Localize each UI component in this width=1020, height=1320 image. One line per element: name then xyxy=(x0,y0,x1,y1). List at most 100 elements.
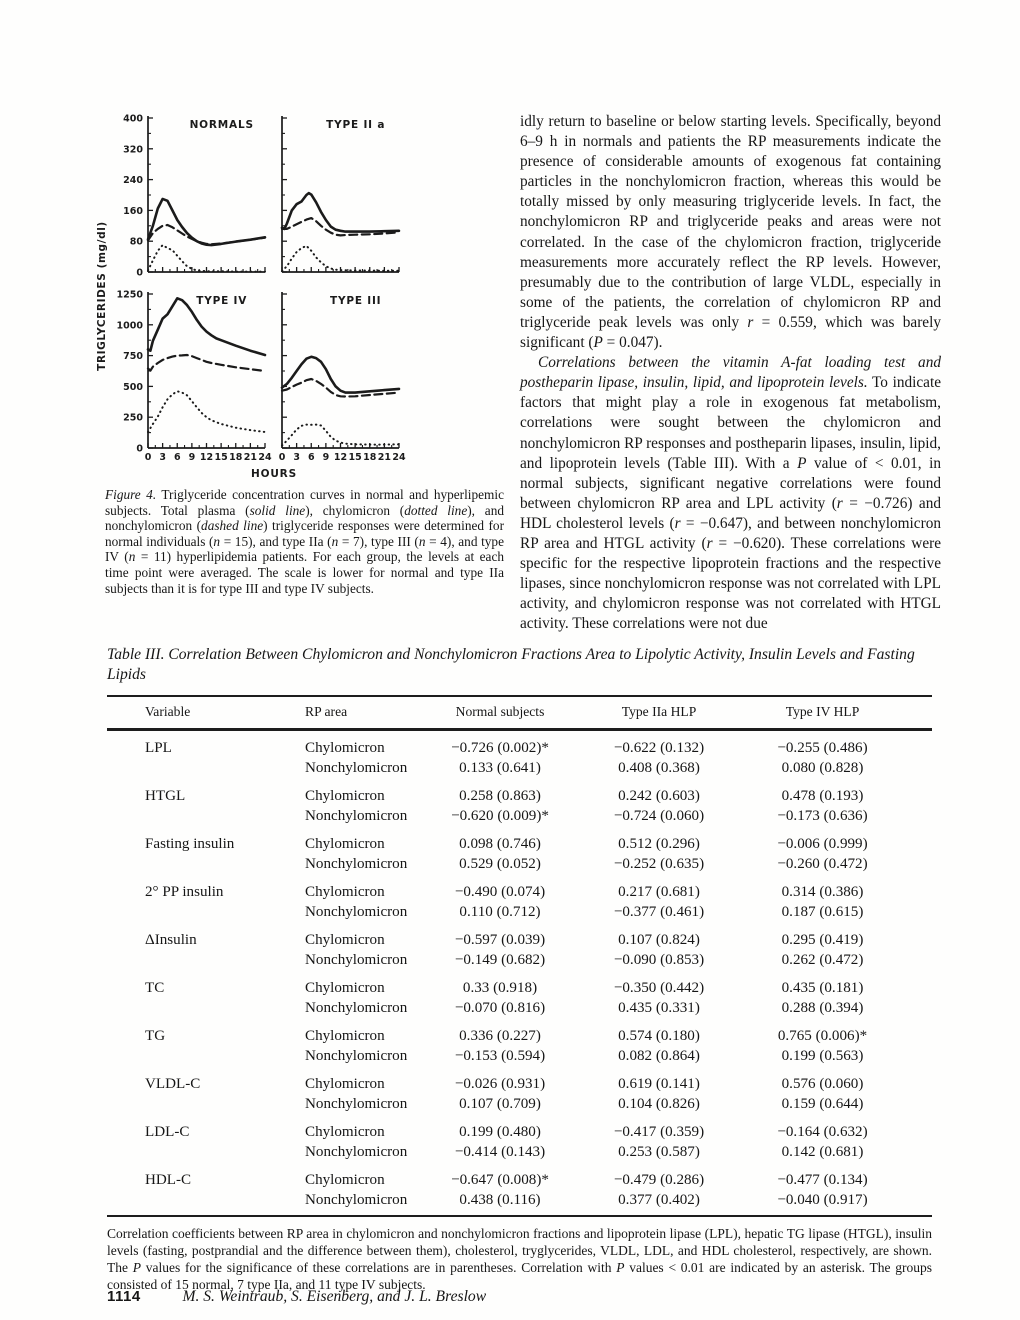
value-cell: 0.199 (0.563) xyxy=(781,1047,864,1064)
rp-area-cell: Nonchylomicron xyxy=(305,1095,408,1112)
svg-text:750: 750 xyxy=(123,351,143,362)
svg-text:80: 80 xyxy=(130,237,144,248)
value-cell: −0.149 (0.682) xyxy=(454,951,546,968)
table-row: HDL-C Chylomicron −0.647 (0.008)* −0.479 (0… xyxy=(107,1170,932,1190)
value-cell: −0.006 (0.999) xyxy=(777,835,868,852)
rp-area-cell: Chylomicron xyxy=(305,979,385,996)
text-segment: = 0.559, which was barely significant ( xyxy=(520,313,941,352)
series-total-plasma-line xyxy=(280,355,401,394)
text-segment: r xyxy=(836,494,843,512)
body-paragraph-1: idly return to baseline or below startin… xyxy=(520,112,941,353)
series-nonchylomicron-line xyxy=(280,377,401,398)
chart-panel-type-ii-a xyxy=(280,191,401,273)
body-text-column: idly return to baseline or below startin… xyxy=(520,112,941,634)
text-segment: = −0.647), and between nonchylomicron RP… xyxy=(520,514,941,552)
value-cell: −0.153 (0.594) xyxy=(454,1047,546,1064)
svg-text:0: 0 xyxy=(136,268,143,279)
text-segment: = 15), and type IIa ( xyxy=(220,533,332,549)
text-segment: solid line xyxy=(249,502,306,518)
table-header-normal-subjects: Normal subjects xyxy=(455,704,545,719)
table-row: Nonchylomicron −0.620 (0.009)* −0.724 (0.0… xyxy=(107,806,932,826)
value-cell: 0.408 (0.368) xyxy=(618,759,700,776)
variable-cell: TC xyxy=(145,979,165,996)
value-cell: −0.620 (0.009)* xyxy=(451,807,549,824)
rp-area-cell: Nonchylomicron xyxy=(305,951,408,968)
chart-panel-type-iv xyxy=(146,297,267,433)
svg-text:12: 12 xyxy=(334,452,347,463)
series-total-plasma-line xyxy=(146,197,267,247)
svg-text:TYPE IV: TYPE IV xyxy=(196,295,247,307)
series-nonchylomicron-line xyxy=(146,353,267,373)
value-cell: 0.187 (0.615) xyxy=(781,903,864,920)
variable-cell: Fasting insulin xyxy=(145,835,235,852)
variable-cell xyxy=(107,998,305,1018)
svg-text:0: 0 xyxy=(136,444,143,455)
table-header-rp-area: RP area xyxy=(305,704,348,719)
table-3-title: Table III. Correlation Between Chylomicr… xyxy=(107,646,915,683)
variable-cell xyxy=(107,854,305,874)
text-segment: Correlations between the vitamin A-fat l… xyxy=(520,354,941,392)
value-cell: 0.288 (0.394) xyxy=(781,999,864,1016)
rp-area-cell: Nonchylomicron xyxy=(305,855,408,872)
page-footer: 1114 M. S. Weintraub, S. Eisenberg, and … xyxy=(107,1288,933,1306)
text-segment: values < 0.01 are indicated by an asteri… xyxy=(107,1260,932,1292)
variable-cell xyxy=(107,1046,305,1066)
svg-text:3: 3 xyxy=(159,452,166,463)
text-segment: dotted line xyxy=(404,502,468,518)
variable-cell: 2° PP insulin xyxy=(145,883,224,900)
value-cell: 0.435 (0.181) xyxy=(781,979,864,996)
variable-cell xyxy=(107,950,305,970)
table-row: Nonchylomicron 0.438 (0.116) 0.377 (0.402)… xyxy=(107,1190,932,1210)
value-cell: 0.133 (0.641) xyxy=(459,759,541,776)
series-nonchylomicron-line xyxy=(146,223,267,246)
table-3-body: LPL Chylomicron −0.726 (0.002)* −0.622 (0.1… xyxy=(107,738,932,1210)
value-cell: −0.477 (0.134) xyxy=(777,1171,868,1188)
text-segment: = 0.047). xyxy=(602,334,663,352)
svg-text:15: 15 xyxy=(215,452,228,463)
value-cell: 0.438 (0.116) xyxy=(459,1191,541,1208)
table-header-variable: Variable xyxy=(145,704,191,719)
rp-area-cell: Chylomicron xyxy=(305,1075,385,1092)
value-cell: 0.435 (0.331) xyxy=(618,999,700,1016)
variable-cell: VLDL-C xyxy=(145,1075,201,1092)
value-cell: 0.314 (0.386) xyxy=(781,883,864,900)
rp-area-cell: Nonchylomicron xyxy=(305,759,408,776)
text-segment: value of < 0.01, in normal subjects, sig… xyxy=(520,454,942,512)
table-row: TG Chylomicron 0.336 (0.227) 0.574 (0.180) 0… xyxy=(107,1026,932,1046)
rp-area-cell: Chylomicron xyxy=(305,931,385,948)
text-segment: = 11) hyperlipidemia patients. For each … xyxy=(105,549,505,596)
value-cell: 0.574 (0.180) xyxy=(618,1027,700,1044)
table-row: TC Chylomicron 0.33 (0.918) −0.350 (0.442) 0… xyxy=(107,978,932,998)
svg-text:160: 160 xyxy=(123,206,143,217)
table-row: LDL-C Chylomicron 0.199 (0.480) −0.417 (0.3… xyxy=(107,1122,932,1142)
table-3-footnote: Correlation coefficients between RP area… xyxy=(107,1226,932,1294)
value-cell: −0.622 (0.132) xyxy=(613,739,705,756)
figure-4-chart: 0 80 160 240 320 400 NORMALS TYPE II a 0 250 500 75… xyxy=(92,106,426,486)
value-cell: 0.107 (0.824) xyxy=(618,931,700,948)
variable-cell xyxy=(107,758,305,778)
variable-cell: TG xyxy=(145,1027,166,1044)
text-segment: To indicate factors that might play a ro… xyxy=(520,374,942,472)
value-cell: 0.242 (0.603) xyxy=(618,787,700,804)
svg-text:0: 0 xyxy=(279,452,286,463)
table-header-rule xyxy=(107,728,932,731)
value-cell: 0.529 (0.052) xyxy=(459,855,541,872)
svg-text:NORMALS: NORMALS xyxy=(190,119,254,131)
svg-text:15: 15 xyxy=(349,452,362,463)
text-segment: r xyxy=(674,514,681,532)
table-header-type-iv-hlp: Type IV HLP xyxy=(785,704,860,719)
svg-text:240: 240 xyxy=(123,175,143,186)
y-axis-label: TRIGLYCERIDES (mg/dl) xyxy=(96,221,108,371)
value-cell: 0.377 (0.402) xyxy=(618,1191,700,1208)
variable-cell xyxy=(107,1094,305,1114)
svg-text:0: 0 xyxy=(145,452,152,463)
table-3-section: Table III. Correlation Between Chylomicr… xyxy=(107,645,932,1294)
text-segment: P xyxy=(616,1260,625,1275)
svg-text:9: 9 xyxy=(189,452,196,463)
table-header-type-iia-hlp: Type IIa HLP xyxy=(621,704,697,719)
value-cell: 0.295 (0.419) xyxy=(781,931,864,948)
svg-text:320: 320 xyxy=(123,144,143,155)
value-cell: −0.164 (0.632) xyxy=(777,1123,868,1140)
value-cell: 0.217 (0.681) xyxy=(618,883,700,900)
